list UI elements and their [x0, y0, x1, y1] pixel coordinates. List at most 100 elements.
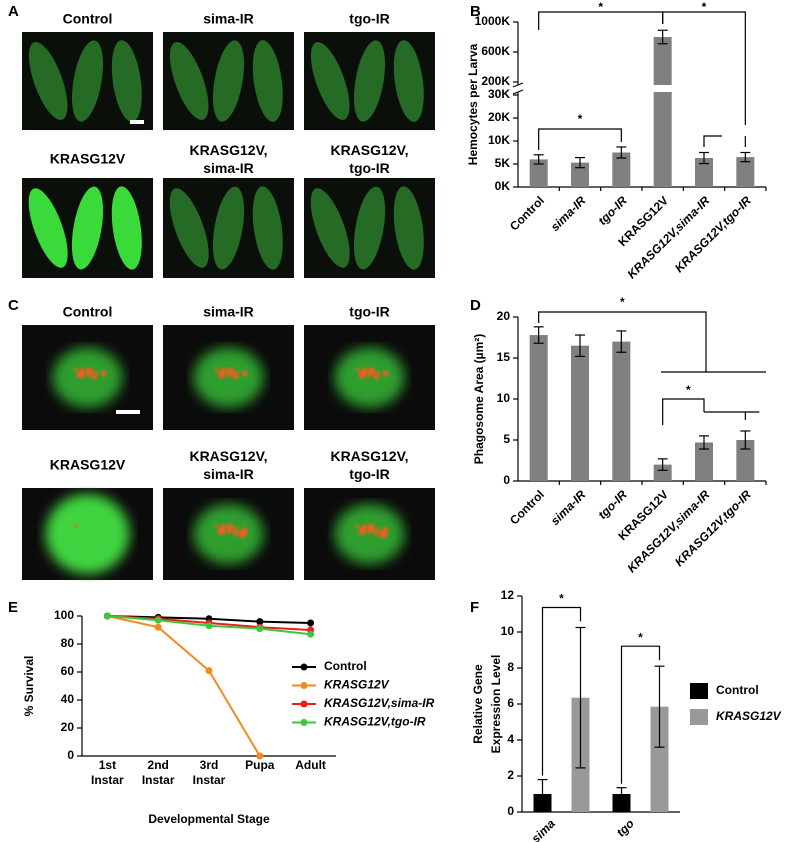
y-tick-label: 4 [507, 732, 514, 746]
phagosome [214, 367, 219, 372]
larva [393, 186, 424, 270]
larva [252, 186, 283, 270]
bracket [541, 606, 582, 776]
x-tick-label: Control [507, 193, 547, 233]
panel-label: E [8, 599, 18, 616]
point [256, 618, 264, 626]
larva [28, 188, 68, 268]
y-tick-label: 10K [488, 133, 510, 147]
x-tick-label: Adult [295, 758, 326, 772]
panel-title: sima-IR [203, 304, 254, 320]
significance: * [598, 0, 603, 14]
phagosome [379, 530, 388, 538]
larva [310, 42, 350, 120]
bracket [662, 398, 705, 425]
larva [169, 42, 209, 120]
axis-break [512, 89, 524, 95]
y-tick-label: 200K [481, 74, 510, 88]
y-axis-title: Phagosome Area (µm²) [472, 334, 486, 465]
bar [612, 152, 631, 187]
larva [212, 40, 245, 122]
bracket [538, 128, 622, 150]
panel-title: KRASG12V, sima-IR [189, 142, 267, 176]
point [256, 625, 264, 633]
bar [529, 335, 548, 481]
significance: * [686, 383, 691, 397]
y-tick-label: 0 [503, 473, 510, 487]
y-tick-label: 5K [495, 156, 511, 170]
phagosome [214, 524, 219, 528]
x-tick-label: tgo-IR [595, 193, 630, 228]
bar [653, 37, 672, 85]
bar [571, 345, 589, 481]
y-tick-label: 20 [497, 309, 511, 323]
larva [111, 40, 142, 122]
y-tick-label: 600K [481, 44, 510, 58]
x-tick-label: sima [529, 816, 558, 842]
phagosome [226, 530, 231, 534]
significance: * [620, 295, 625, 309]
x-tick-label: Pupa [245, 758, 275, 772]
panel-label: F [470, 599, 479, 616]
panel-title: KRASG12V [50, 457, 126, 473]
phagosome [373, 373, 380, 380]
y-tick-label: 2 [507, 768, 514, 782]
bracket [662, 11, 746, 125]
y-tick-label: 0K [495, 179, 511, 193]
legend-marker [300, 682, 308, 689]
legend-marker [300, 663, 308, 671]
significance: * [559, 592, 564, 606]
series-line [107, 615, 261, 757]
bar [650, 706, 669, 812]
x-axis-title: Developmental Stage [148, 812, 270, 826]
y-tick-label: 0 [507, 804, 514, 818]
panel-label: D [470, 297, 481, 314]
panel-title: Control [63, 304, 113, 320]
panel-label: B [470, 3, 481, 20]
phagosome [73, 367, 78, 372]
bar [653, 464, 672, 481]
y-tick-label: 30K [488, 87, 510, 101]
point [256, 752, 264, 760]
bar [736, 440, 755, 481]
phagosome [85, 373, 90, 378]
bar [571, 162, 589, 187]
phagosome [232, 373, 239, 380]
significance: * [702, 0, 707, 14]
legend-label: Control [716, 683, 759, 697]
phagosome [367, 530, 372, 534]
legend-swatch [690, 683, 708, 699]
bracket [538, 311, 707, 372]
x-tick-label: tgo [614, 816, 637, 839]
x-tick-label: tgo-IR [595, 487, 630, 522]
y-tick-label: 10 [497, 391, 511, 405]
phagosome [100, 370, 107, 377]
phagosome [217, 370, 226, 379]
y-tick-label: 15 [497, 350, 511, 364]
y-axis-title: % Survival [22, 656, 36, 717]
point [103, 612, 111, 620]
phagosome [382, 370, 389, 377]
phagosome [355, 524, 360, 528]
panel-title: KRASG12V [50, 151, 126, 167]
point [154, 623, 162, 631]
panel-title: KRASG12V, tgo-IR [330, 448, 408, 482]
phagosome [241, 370, 248, 377]
x-tick-label: sima-IR [548, 487, 589, 528]
legend-label: KRASG12V [716, 709, 782, 723]
y-tick-label: 40 [61, 692, 75, 706]
larva [111, 186, 142, 270]
larva [353, 40, 386, 122]
larva [310, 188, 350, 268]
point [205, 622, 213, 630]
phagosome [76, 370, 85, 379]
larva [353, 186, 386, 270]
legend-marker [300, 719, 308, 726]
bracket [620, 645, 661, 784]
phagosome [367, 373, 372, 378]
x-tick-label: sima-IR [548, 193, 589, 234]
cell [45, 494, 130, 574]
larva [71, 186, 104, 270]
bracket [703, 135, 722, 147]
point [205, 667, 213, 675]
